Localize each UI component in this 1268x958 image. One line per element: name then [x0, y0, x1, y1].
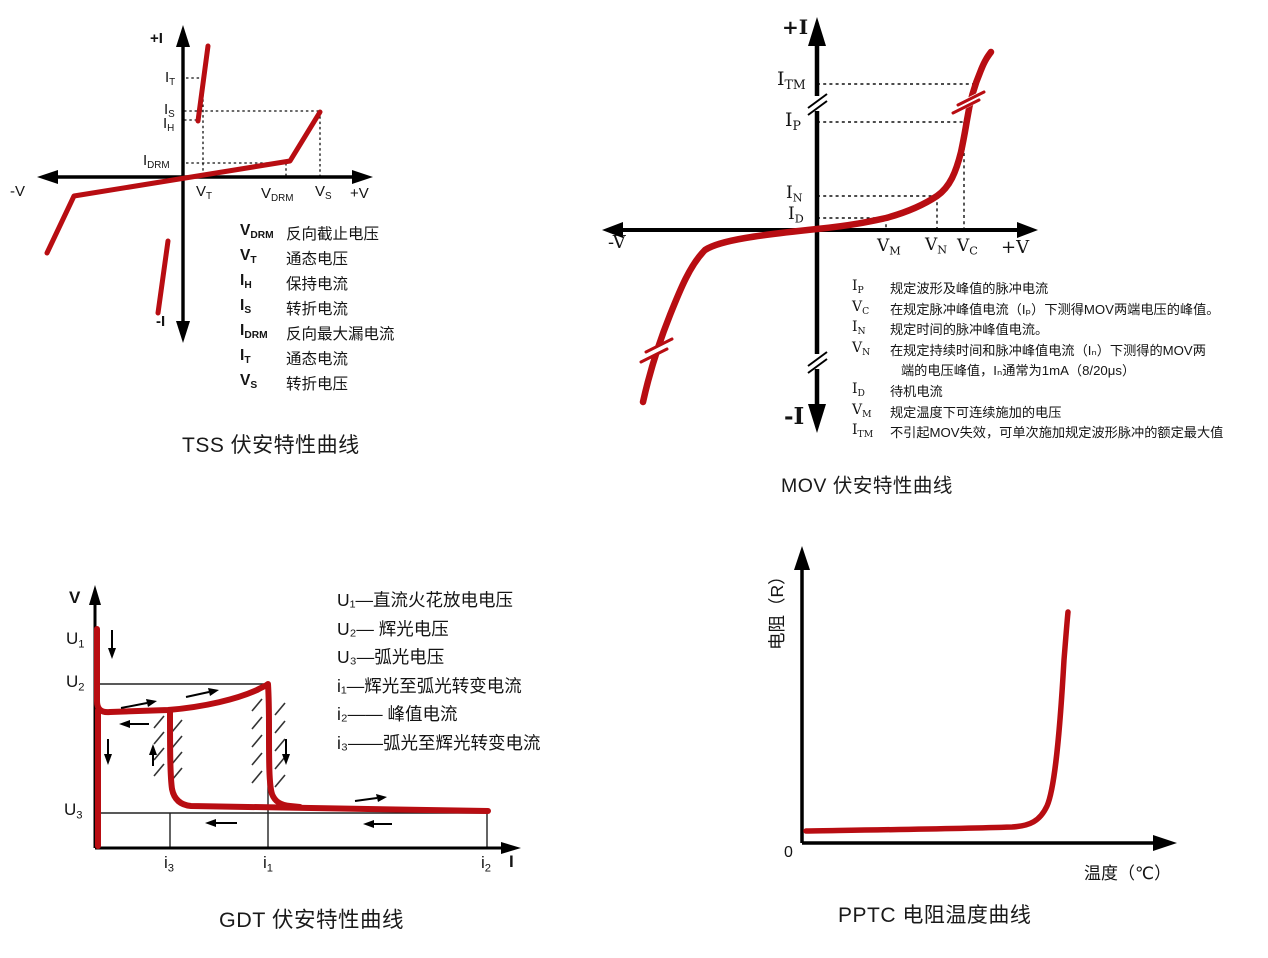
mov-pos-i-label: +I [782, 15, 809, 39]
mov-title: MOV 伏安特性曲线 [781, 475, 953, 497]
mov-legend-row: ID 待机电流 [852, 380, 943, 399]
tss-neg-v-label: -V [10, 183, 25, 200]
tss-neg-i-label: -I [156, 313, 166, 330]
tss-arrow-right [352, 170, 373, 184]
gdt-hatch-marks [153, 698, 286, 788]
tss-onstate-positive [195, 43, 211, 124]
gdt-direction-arrows [104, 630, 392, 828]
mov-arrow-right [1017, 222, 1038, 238]
gdt-forward-path [94, 626, 303, 810]
gdt-legend-row: U₁—直流火花放电电压 [337, 590, 514, 610]
gdt-i-axis-label: I [509, 852, 514, 871]
mov-plot [602, 17, 1038, 433]
mov-tick-in: IN [786, 183, 803, 205]
mov-arrow-left [602, 222, 623, 238]
gdt-legend-row: i₂—— 峰值电流 [337, 704, 458, 724]
mov-legend-row-continuation: 端的电压峰值，Iₙ通常为1mA（8/20μs） [901, 363, 1136, 379]
gdt-legend-row: U₂— 辉光电压 [337, 618, 449, 639]
gdt-plot [89, 585, 521, 854]
pptc-plot [794, 546, 1177, 851]
gdt-legend-row: U₃—弧光电压 [337, 647, 445, 667]
pptc-rt-curve [803, 609, 1071, 834]
tss-dotted-guides [184, 77, 321, 177]
pptc-arrow-right [1153, 835, 1177, 851]
pptc-y-axis-label: 电阻（R） [767, 567, 787, 650]
gdt-tick-i3: i3 [164, 853, 175, 875]
tss-tick-ih: IH [163, 115, 175, 134]
mov-arrow-down [808, 404, 826, 433]
tss-legend-row: VDRM 反向截止电压 [240, 222, 380, 243]
gdt-legend-row: i₃——弧光至辉光转变电流 [337, 732, 541, 753]
gdt-tick-i1: i1 [263, 853, 274, 875]
mov-legend-row: IN 规定时间的脉冲峰值电流。 [852, 319, 1049, 338]
tss-onstate-negative [155, 238, 171, 316]
mov-curve-break-right [950, 90, 986, 115]
gdt-return-path [167, 708, 491, 814]
mov-neg-i-label: -I [784, 403, 805, 430]
pptc-curve [803, 609, 1071, 834]
mov-arrow-up [808, 17, 826, 46]
mov-pos-v-label: +V [1001, 237, 1030, 258]
tss-legend-row: IT 通态电流 [240, 347, 349, 368]
tss-tick-idrm: IDRM [143, 152, 170, 171]
tss-tick-vt: VT [196, 183, 213, 202]
tss-legend-row: IS 转折电流 [240, 297, 349, 318]
mov-tick-vc: VC [957, 236, 978, 258]
mov-tick-itm: ITM [777, 68, 806, 92]
tss-pos-i-label: +I [150, 30, 163, 47]
gdt-tick-u2: U2 [66, 672, 85, 694]
tss-legend-row: VT 通态电压 [240, 247, 349, 268]
gdt-arrow-right [501, 842, 521, 854]
gdt-curve [94, 626, 491, 849]
pptc-x-axis-label: 温度（℃） [1084, 864, 1172, 883]
tss-curve [44, 43, 323, 316]
tss-tick-it: IT [165, 69, 176, 88]
tss-tick-is: IS [164, 101, 175, 120]
mov-legend-row: IP 规定波形及峰值的脉冲电流 [852, 278, 1049, 296]
tss-legend: VDRM 反向截止电压 VT 通态电压 IH 保持电流 IS 转折电流 IDRM 反向最大… [240, 222, 395, 397]
tss-legend-row: IH 保持电流 [240, 272, 349, 293]
gdt-legend-row: i₁—辉光至弧光转变电流 [337, 675, 522, 696]
mov-tick-vm: VM [877, 236, 901, 258]
mov-dotted-guides [817, 83, 974, 230]
mov-tick-ip: IP [785, 109, 801, 133]
tss-main-branch [44, 109, 323, 256]
gdt-tick-u1: U1 [66, 629, 85, 651]
tss-tick-vdrm: VDRM [261, 185, 294, 204]
tss-pos-v-label: +V [350, 185, 369, 202]
mov-legend-row: VN 在规定持续时间和脉冲峰值电流（Iₙ）下测得的MOV两 [852, 339, 1206, 358]
tss-arrow-left [37, 170, 58, 184]
mov-legend: IP 规定波形及峰值的脉冲电流 VC 在规定脉冲峰值电流（Iₚ）下测得MOV两端电压… [852, 278, 1223, 443]
mov-tick-vn: VN [925, 235, 948, 257]
mov-tick-id: ID [788, 204, 804, 226]
mov-axis-break-top [807, 93, 828, 116]
mov-axis-break-bottom [807, 351, 828, 374]
gdt-tick-u3: U3 [64, 800, 83, 822]
pptc-origin-label: 0 [784, 844, 793, 861]
mov-legend-row: VC 在规定脉冲峰值电流（Iₚ）下测得MOV两端电压的峰值。 [852, 298, 1220, 317]
gdt-title: GDT 伏安特性曲线 [219, 908, 404, 932]
gdt-tick-i2: i2 [481, 853, 492, 875]
pptc-title: PPTC 电阻温度曲线 [838, 904, 1032, 927]
mov-legend-row: VM 规定温度下可连续施加的电压 [852, 401, 1062, 420]
tss-legend-row: VS 转折电压 [240, 372, 349, 393]
tss-title: TSS 伏安特性曲线 [182, 434, 360, 457]
mov-legend-row: ITM 不引起MOV失效，可单次施加规定波形脉冲的额定最大值 [852, 422, 1224, 441]
gdt-arrow-up [89, 585, 101, 605]
pptc-axes [794, 546, 1177, 851]
gdt-legend: U₁—直流火花放电电压 U₂— 辉光电压 U₃—弧光电压 i₁—辉光至弧光转变电… [337, 586, 541, 757]
gdt-v-axis-label: V [69, 588, 81, 607]
mov-neg-v-label: -V [608, 232, 626, 253]
tss-arrow-down [176, 321, 190, 343]
mov-curve-break-left [638, 337, 674, 364]
pptc-arrow-up [794, 546, 810, 570]
tss-tick-vs: VS [315, 183, 332, 202]
tss-legend-row: IDRM 反向最大漏电流 [240, 322, 395, 343]
tss-arrow-up [176, 25, 190, 47]
tss-plot [37, 25, 373, 343]
